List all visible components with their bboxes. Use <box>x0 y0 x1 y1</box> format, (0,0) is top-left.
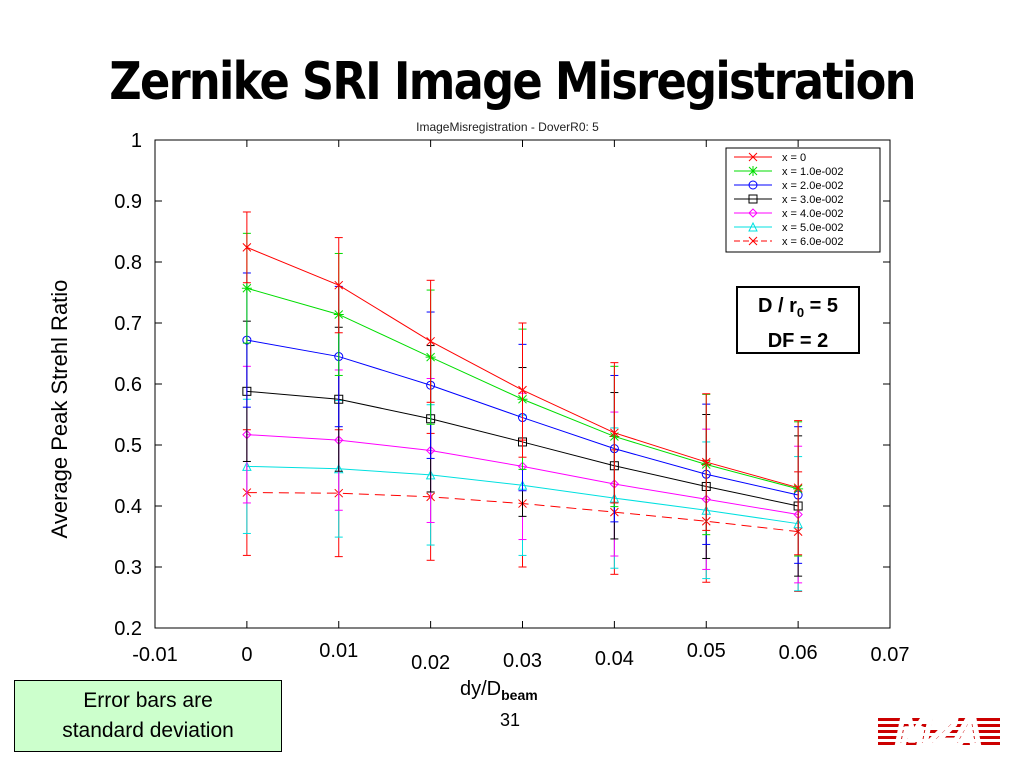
legend-label: x = 4.0e-002 <box>782 208 843 220</box>
y-tick-label: 0.5 <box>114 435 142 457</box>
data-point <box>426 336 435 346</box>
x-tick-label: 0.03 <box>503 650 542 672</box>
note-line-1: Error bars are <box>83 689 213 712</box>
error-bar-note: Error bars are standard deviation <box>14 680 282 752</box>
param-d-text: D / r <box>757 295 797 317</box>
x-tick-label: -0.01 <box>132 644 178 666</box>
x-tick-label: 0.01 <box>319 640 358 662</box>
y-tick-label: 0.3 <box>114 557 142 579</box>
y-tick-label: 1 <box>131 130 142 152</box>
data-point <box>334 280 344 290</box>
mza-logo-icon: MZA <box>878 716 1000 750</box>
series-0 <box>242 211 803 556</box>
legend-label: x = 1.0e-002 <box>782 166 843 178</box>
parameter-d-over-r0: D / r0 = 5 <box>738 292 858 327</box>
legend-marker <box>748 152 758 162</box>
data-point <box>518 385 527 395</box>
parameter-box: D / r0 = 5 DF = 2 <box>736 286 860 354</box>
data-point <box>793 483 803 493</box>
x-tick-label: 0.07 <box>871 644 910 666</box>
legend-label: x = 0 <box>782 152 806 164</box>
param-d-value: = 5 <box>804 295 839 317</box>
svg-text:MZA: MZA <box>897 716 982 750</box>
y-axis-label: Average Peak Strehl Ratio <box>47 279 72 539</box>
x-tick-label: 0.02 <box>411 652 450 674</box>
legend-label: x = 3.0e-002 <box>782 194 843 206</box>
legend-marker <box>748 166 758 176</box>
legend-marker <box>748 208 758 218</box>
x-axis-label: dy/Dbeam <box>460 678 538 703</box>
data-point <box>610 428 619 438</box>
y-tick-label: 0.9 <box>114 191 142 213</box>
plot-title: ImageMisregistration - DoverR0: 5 <box>416 120 599 134</box>
legend-box <box>725 147 881 253</box>
x-axis-label-main: dy/D <box>460 678 502 700</box>
legend-marker <box>748 180 758 190</box>
data-point <box>701 457 711 467</box>
x-tick-label: 0.05 <box>687 640 726 662</box>
note-line-2: standard deviation <box>62 719 234 742</box>
y-tick-label: 0.7 <box>114 313 142 335</box>
legend-label: x = 6.0e-002 <box>782 236 843 248</box>
y-tick-label: 0.2 <box>114 618 142 640</box>
data-point <box>242 243 252 252</box>
x-tick-label: 0 <box>241 644 252 666</box>
legend-marker <box>748 194 758 204</box>
legend-label: x = 2.0e-002 <box>782 180 843 192</box>
y-tick-label: 0.8 <box>114 252 142 274</box>
x-tick-label: 0.06 <box>779 642 818 664</box>
legend-label: x = 5.0e-002 <box>782 222 843 234</box>
x-tick-label: 0.04 <box>595 648 634 670</box>
page-number: 31 <box>500 710 521 730</box>
slide-title: Zernike SRI Image Misregistration <box>109 52 916 112</box>
x-axis-label-sub: beam <box>501 687 538 703</box>
data-point <box>241 283 252 294</box>
y-tick-label: 0.6 <box>114 374 142 396</box>
legend-marker <box>748 221 758 232</box>
y-tick-label: 0.4 <box>114 496 142 518</box>
legend-marker <box>748 236 758 246</box>
param-r-subscript: 0 <box>796 305 805 320</box>
parameter-df: DF = 2 <box>767 330 829 352</box>
